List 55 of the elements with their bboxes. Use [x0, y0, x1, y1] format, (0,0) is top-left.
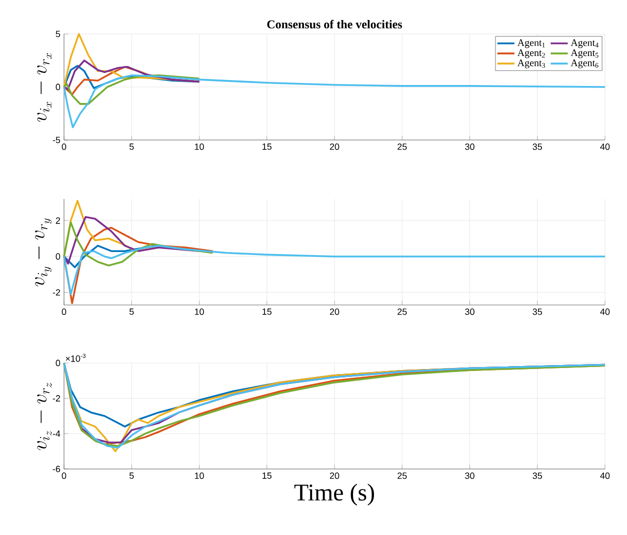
y-tick-label: -6	[52, 466, 60, 472]
x-tick-label: 30	[465, 308, 474, 315]
line-series	[63, 216, 200, 265]
x-tick-label: 5	[129, 472, 134, 479]
x-tick-label: 0	[62, 472, 66, 479]
x-tick-label: 40	[600, 308, 610, 315]
x-tick-label: 15	[262, 308, 272, 315]
line-series	[63, 74, 606, 128]
x-tick-label: 15	[262, 472, 272, 479]
x-axis-title: Time (s)	[294, 484, 374, 506]
x-tick-label: 25	[398, 144, 407, 150]
y-tick-label: -5	[52, 136, 60, 144]
x-tick-label: 40	[600, 472, 610, 479]
x-tick-label: 35	[532, 308, 542, 315]
x-tick-label: 5	[129, 308, 134, 315]
y-axis-title: $v_{i_z} - v_{r_z}$	[37, 382, 52, 450]
x-tick-label: 5	[129, 144, 134, 150]
legend-label: Agent$_{6}$	[570, 60, 598, 68]
y-tick-label: 5	[56, 30, 60, 38]
x-tick-label: 20	[330, 472, 340, 479]
x-tick-label: 40	[600, 144, 610, 150]
y-axis-title: $v_{i_y} - v_{r_y}$	[35, 218, 52, 286]
y-tick-label: -2	[52, 395, 60, 402]
x-tick-label: 0	[62, 144, 66, 150]
y-tick-label: 2	[56, 217, 60, 224]
x-tick-label: 25	[398, 472, 407, 479]
x-tick-label: 25	[398, 308, 407, 315]
x-tick-label: 20	[330, 144, 340, 150]
x-tick-label: 10	[194, 308, 204, 315]
y-axis-title: $v_{i_x} - v_{r_x}$	[37, 53, 52, 122]
x-tick-label: 35	[532, 144, 542, 150]
line-series	[63, 226, 214, 304]
legend-label: Agent$_{5}$	[570, 49, 598, 58]
legend-label: Agent$_{2}$	[517, 49, 545, 58]
legend-label: Agent$_{3}$	[517, 60, 546, 68]
x-tick-label: 10	[194, 144, 204, 150]
line-series	[63, 74, 200, 105]
x-tick-label: 30	[465, 472, 474, 479]
x-tick-label: 15	[262, 144, 272, 150]
x-tick-label: 0	[62, 308, 66, 315]
y-tick-label: 0	[56, 253, 60, 260]
y-tick-label: -4	[52, 430, 60, 437]
line-series	[63, 221, 214, 266]
y-tick-label: 0	[56, 360, 60, 366]
legend-label: Agent$_{1}$	[517, 39, 545, 48]
x-tick-label: 35	[532, 472, 542, 479]
line-series	[63, 60, 200, 90]
x-tick-label: 30	[465, 144, 474, 150]
y-tick-label: 0	[56, 84, 60, 90]
legend-label: Agent$_{4}$	[570, 39, 598, 48]
text: ×10$^{-3}$	[66, 354, 86, 362]
chart-title: Consensus of the velocities	[267, 20, 402, 28]
x-tick-label: 10	[194, 472, 204, 479]
y-tick-label: -2	[52, 289, 60, 296]
x-tick-label: 20	[330, 308, 340, 315]
